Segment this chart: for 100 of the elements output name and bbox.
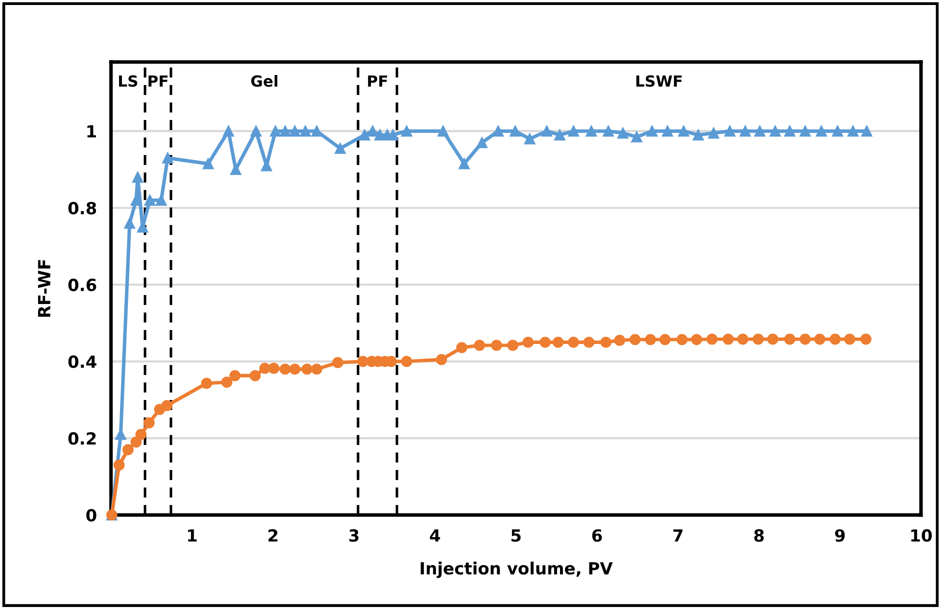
point [522,336,534,348]
point [602,126,614,137]
annotation: LSWF [636,75,682,87]
point [474,340,486,351]
point [201,378,212,389]
point [250,126,262,137]
point [860,334,872,345]
point [438,126,449,137]
point [816,126,827,137]
point [784,334,796,345]
point [144,194,156,206]
point [617,127,628,139]
point [784,126,796,137]
point [740,126,751,137]
point [541,126,552,137]
annotation: Gel [251,74,278,87]
x-tick-label: 10 [911,529,932,542]
point [270,126,281,137]
annotation: PF [148,75,168,87]
point [568,126,580,137]
point [770,126,781,137]
x-tick-label: 8 [754,529,764,542]
point [568,336,580,348]
point [162,152,174,164]
x-tick-label: 2 [268,529,278,542]
point [491,340,502,351]
point [130,436,142,448]
point [268,362,280,374]
x-axis-title: Injection volume, PV [420,562,613,578]
point [600,336,612,348]
y-tick-label: 0.2 [68,432,96,445]
point [659,334,671,346]
point [202,158,214,170]
point [631,131,642,142]
point [844,334,856,345]
point [436,354,448,366]
point [832,126,844,137]
point [492,126,504,137]
point [311,126,322,137]
point [259,362,270,374]
x-tick-label: 1 [188,529,197,542]
point [540,336,551,348]
point [722,334,734,345]
point [229,370,240,382]
point [358,129,370,140]
point [691,334,702,346]
point [737,334,748,345]
point [161,400,172,412]
annotation: LS [119,75,138,87]
point [586,126,597,137]
point [676,334,688,346]
point [692,129,704,140]
point [280,364,291,375]
x-tick-label: 9 [835,529,845,542]
point [524,133,536,144]
point [114,460,125,471]
point [752,334,764,345]
point [124,218,136,229]
point [800,334,811,345]
point [708,127,720,139]
point [401,356,412,367]
point [300,126,311,137]
point [507,340,518,351]
point [132,172,144,183]
y-tick-label: 0.4 [68,355,96,368]
point [135,428,147,440]
point [289,364,300,375]
point [583,336,594,348]
point [357,356,368,367]
x-tick-label: 7 [673,529,682,542]
x-tick-label: 5 [511,529,521,542]
y-tick-label: 1 [87,125,96,138]
point [332,357,344,368]
x-tick-label: 3 [349,529,358,542]
point [630,334,641,346]
point [754,126,766,137]
point [280,126,291,137]
point [554,129,566,140]
point [614,334,626,346]
point [510,126,521,137]
point [456,342,468,354]
point [814,334,826,345]
point [311,364,322,375]
point [401,126,412,137]
point [476,137,488,148]
point [144,417,155,428]
point [861,126,872,137]
point [301,364,313,375]
point [830,334,841,345]
point [678,126,690,137]
point [767,334,778,345]
point [458,158,470,170]
annotation: PF [368,75,388,87]
point [644,334,656,346]
x-tick-label: 6 [592,529,602,542]
point [367,126,378,137]
point [221,376,232,388]
point [334,142,346,154]
x-tick-label: 4 [430,529,440,542]
point [847,126,859,137]
